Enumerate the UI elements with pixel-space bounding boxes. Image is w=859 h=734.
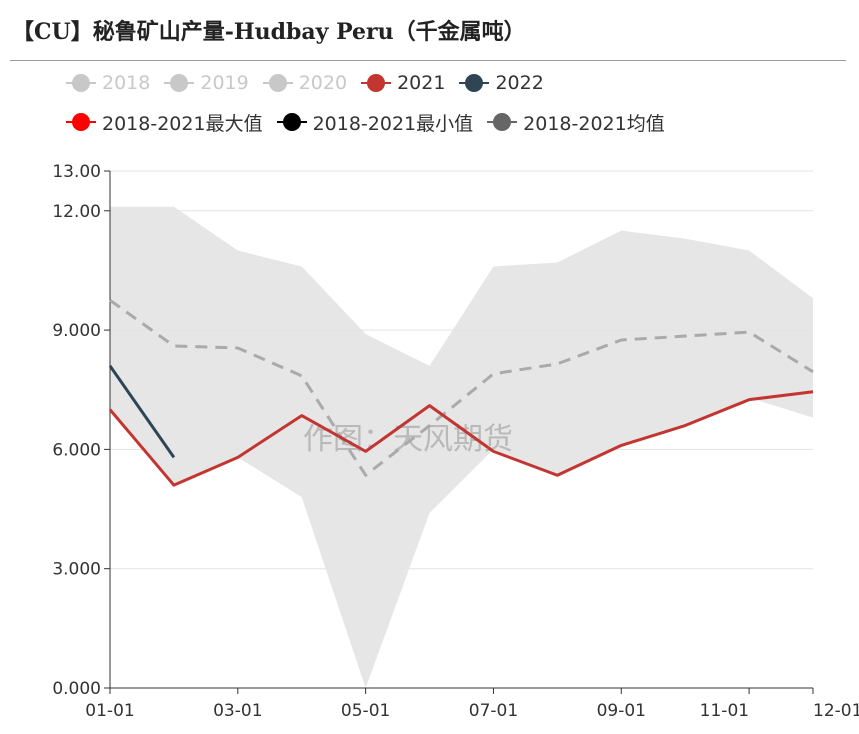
x-tick-label: 09-01 xyxy=(597,701,646,721)
y-tick-label: 3.000 xyxy=(52,560,101,580)
series-line-2021 xyxy=(108,390,814,487)
y-tick-label: 6.000 xyxy=(52,440,101,460)
y-tick-label: 12.00 xyxy=(52,202,101,222)
legend-marker-2018 xyxy=(66,73,96,93)
legend-row-1: 2018 2019 2020 2021 2022 xyxy=(66,68,846,98)
x-tick-label: 12-01 xyxy=(813,701,859,721)
legend-label-2022: 2022 xyxy=(495,72,544,94)
legend-label-2020: 2020 xyxy=(298,72,348,94)
legend-marker-2020 xyxy=(262,73,293,93)
series-line-2018-2021均值 xyxy=(109,299,814,477)
legend-label-2019: 2019 xyxy=(200,72,249,94)
legend-label-2018: 2018 xyxy=(102,72,151,94)
legend-marker-2022 xyxy=(459,73,490,93)
legend-marker-2021 xyxy=(361,73,392,93)
legend-item-max[interactable]: 2018-2021最大值 xyxy=(66,109,263,136)
watermark-text: 作图：天风期货 xyxy=(303,422,513,457)
chart-title: 【CU】秘鲁矿山产量-Hudbay Peru（千金属吨） xyxy=(12,19,526,45)
legend-label-min: 2018-2021最小值 xyxy=(312,112,474,135)
title-divider xyxy=(10,60,846,61)
legend-row-2: 2018-2021最大值 2018-2021最小值 2018-2021均值 xyxy=(66,107,846,137)
legend-item-2020[interactable]: 2020 xyxy=(262,72,348,94)
x-tick-label: 07-01 xyxy=(469,701,518,721)
legend-item-2018[interactable]: 2018 xyxy=(66,72,150,94)
legend-label-2021: 2021 xyxy=(397,72,446,94)
legend-label-max: 2018-2021最大值 xyxy=(102,112,263,135)
legend-item-2021[interactable]: 2021 xyxy=(361,72,445,94)
y-tick-label: 13.00 xyxy=(52,162,101,182)
y-tick-label: 9.000 xyxy=(52,321,101,341)
y-tick-label: 0.000 xyxy=(52,679,101,699)
x-tick-label: 05-01 xyxy=(341,701,390,721)
legend-label-mean: 2018-2021均值 xyxy=(523,112,665,135)
legend-marker-2019 xyxy=(164,73,195,93)
series-line-2022 xyxy=(108,365,176,459)
legend-item-2019[interactable]: 2019 xyxy=(164,72,249,94)
legend-item-2022[interactable]: 2022 xyxy=(459,72,544,94)
legend-item-min[interactable]: 2018-2021最小值 xyxy=(276,109,474,136)
legend-marker-mean xyxy=(487,112,518,132)
x-tick-label: 03-01 xyxy=(213,701,262,721)
legend-marker-max xyxy=(66,112,96,132)
legend-marker-min xyxy=(276,112,307,132)
min-max-band xyxy=(110,206,813,689)
legend: 2018 2019 2020 2021 2022 2018-2021最大值 20… xyxy=(66,68,846,146)
x-tick-label: 11-01 xyxy=(700,701,749,721)
legend-item-mean[interactable]: 2018-2021均值 xyxy=(487,109,665,136)
x-tick-label: 01-01 xyxy=(85,701,134,721)
